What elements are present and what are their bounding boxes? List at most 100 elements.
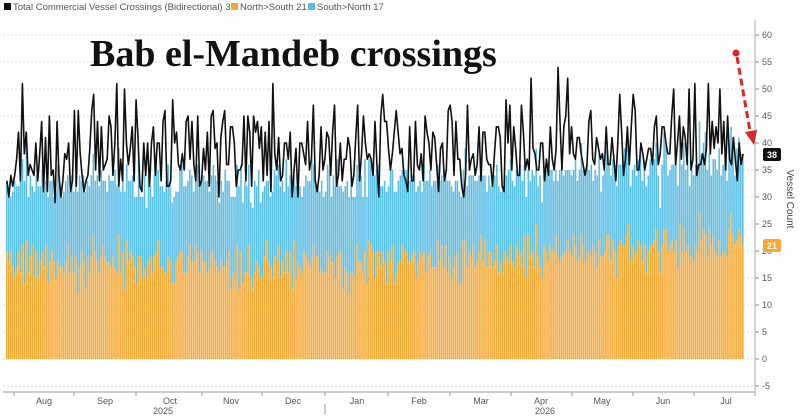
bar-south-north (555, 170, 557, 235)
bar-south-north (29, 175, 32, 257)
bar-north-south (74, 256, 77, 359)
bar-south-north (265, 180, 268, 241)
bar-north-south (362, 272, 364, 359)
bar-north-south (289, 251, 291, 359)
bar-south-north (421, 191, 423, 257)
bar-north-south (88, 272, 91, 359)
bar-south-north (620, 164, 622, 241)
bar-south-north (446, 180, 449, 273)
bar-south-north (334, 186, 337, 278)
bar-north-south (230, 288, 232, 359)
bar-north-south (183, 272, 185, 359)
bar-north-south (397, 261, 400, 359)
bar-north-south (511, 261, 514, 359)
bar-north-south (293, 240, 295, 359)
bar-north-south (291, 288, 293, 359)
bar-south-north (562, 175, 565, 251)
bar-south-north (423, 164, 425, 251)
bar-south-north (234, 197, 236, 278)
bar-south-north (275, 175, 278, 262)
bar-north-south (411, 256, 413, 359)
bar-south-north (273, 170, 276, 257)
bar-north-south (352, 272, 354, 359)
bar-north-south (102, 245, 104, 359)
bar-north-south (584, 261, 587, 359)
bar-south-north (395, 191, 398, 273)
bar-south-north (263, 186, 266, 257)
bar-south-north (559, 170, 561, 262)
bar-south-north (6, 180, 8, 251)
bar-south-north (269, 197, 272, 268)
bar-south-north (253, 180, 256, 273)
bar-south-north (379, 186, 382, 268)
bar-south-north (187, 180, 189, 257)
bar-north-south (189, 245, 191, 359)
bar-south-north (436, 164, 439, 241)
bar-south-north (368, 159, 370, 241)
bar-north-south (126, 240, 128, 359)
bar-south-north (458, 191, 461, 284)
bar-south-north (435, 180, 437, 268)
bar-south-north (313, 164, 315, 246)
bar-north-south (539, 267, 541, 359)
bar-north-south (147, 261, 150, 359)
bar-south-north (574, 159, 577, 246)
bar-south-north (204, 180, 207, 262)
bar-north-south (572, 234, 575, 359)
bar-south-north (490, 186, 492, 251)
bar-north-south (724, 251, 726, 359)
bar-south-north (232, 197, 234, 273)
bar-north-south (336, 256, 339, 359)
bar-south-north (35, 175, 38, 251)
bar-north-south (153, 256, 156, 359)
bar-north-south (25, 240, 28, 359)
bar-south-north (496, 164, 498, 246)
bar-north-south (728, 229, 730, 359)
bar-south-north (444, 170, 447, 246)
bar-south-north (600, 191, 602, 257)
bar-north-south (253, 272, 256, 359)
bar-south-north (401, 170, 404, 246)
bar-north-south (645, 272, 648, 359)
bar-south-north (385, 191, 388, 284)
bar-north-south (549, 245, 551, 359)
bar-south-north (118, 148, 120, 235)
bar-north-south (61, 267, 63, 359)
bar-north-south (124, 288, 126, 359)
bar-south-north (299, 186, 301, 268)
bar-north-south (531, 251, 533, 359)
bar-south-north (389, 170, 392, 262)
bar-south-north (86, 180, 89, 257)
bar-south-north (352, 197, 354, 273)
bar-south-north (342, 191, 345, 289)
bar-north-south (250, 278, 252, 359)
bar-north-south (145, 278, 148, 359)
bar-south-north (651, 153, 654, 246)
bar-north-south (606, 234, 608, 359)
bar-south-north (7, 186, 10, 262)
bar-north-south (112, 256, 114, 359)
bar-south-north (387, 186, 390, 251)
bar-south-north (360, 175, 362, 262)
bar-south-north (181, 164, 183, 251)
bar-north-south (120, 272, 122, 359)
bar-south-north (442, 180, 445, 268)
bar-north-south (41, 251, 43, 359)
bar-south-north (454, 180, 457, 257)
bar-south-north (409, 180, 411, 262)
bar-south-north (643, 159, 646, 246)
bar-north-south (675, 240, 677, 359)
bar-north-south (307, 261, 309, 359)
bar-south-north (614, 164, 616, 251)
bar-south-north (596, 175, 598, 268)
bar-south-north (661, 164, 663, 246)
bar-south-north (185, 186, 187, 273)
bar-north-south (740, 234, 742, 359)
bar-north-south (141, 278, 144, 359)
bar-south-north (348, 197, 350, 295)
trend-arrow (732, 49, 757, 145)
bar-north-south (671, 240, 673, 359)
bar-south-north (124, 191, 126, 289)
bar-north-south (492, 267, 494, 359)
bar-north-south (338, 251, 341, 359)
